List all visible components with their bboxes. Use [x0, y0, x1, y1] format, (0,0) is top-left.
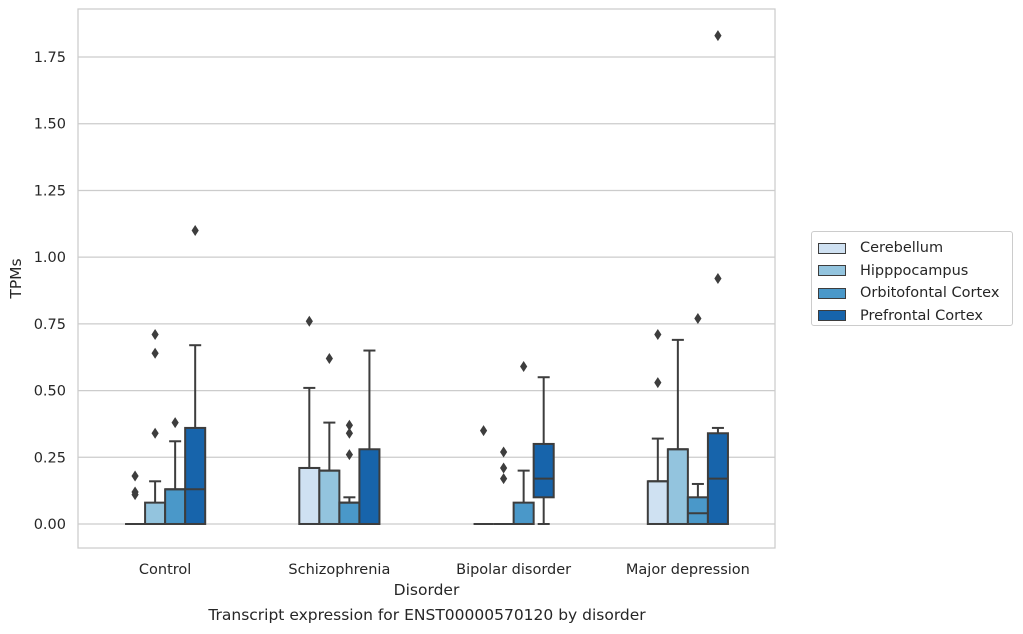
x-tick-label: Bipolar disorder [456, 562, 571, 578]
box-body [184, 426, 207, 525]
box-hipppocampus [666, 338, 689, 525]
y-tick-label: 0.75 [34, 317, 66, 333]
outlier-point [345, 427, 353, 439]
outlier-point [131, 489, 139, 501]
box-body [646, 480, 669, 525]
x-tick-label: Schizophrenia [288, 562, 390, 578]
box-cerebellum [125, 470, 146, 525]
box-body [144, 501, 167, 525]
box-body [318, 469, 341, 525]
y-tick-labels: 0.00 0.25 0.50 0.75 1.00 1.25 1.50 1.75 [34, 50, 66, 533]
outlier-point [171, 417, 179, 429]
box-prefrontal-cortex [358, 349, 381, 525]
legend-swatch-orbitofrontal [818, 287, 846, 299]
outlier-point [151, 329, 159, 341]
legend-label: Cerebellum [860, 240, 944, 257]
y-tick-label: 0.00 [34, 517, 66, 533]
figure-caption: Transcript expression for ENST0000057012… [208, 606, 646, 624]
box-body [358, 448, 381, 525]
outlier-point [654, 329, 662, 341]
box-body [512, 501, 535, 525]
x-tick-label: Major depression [626, 562, 750, 578]
outlier-point [325, 353, 333, 365]
x-tick-label: Control [139, 562, 191, 578]
box-body [164, 488, 187, 525]
x-tick-labels: Control Schizophrenia Bipolar disorder Majo… [139, 562, 750, 578]
outlier-point [345, 419, 353, 431]
legend: Cerebellum Hipppocampus Orbitofontal Cor… [811, 231, 1013, 326]
box-prefrontal-cortex [532, 376, 555, 525]
box-orbitofontal-cortex [338, 419, 361, 525]
outlier-point [520, 361, 528, 373]
y-tick-label: 1.25 [34, 183, 66, 199]
box-body [532, 442, 555, 499]
outlier-point [345, 449, 353, 461]
outlier-point [151, 427, 159, 439]
y-tick-label: 1.50 [34, 117, 66, 133]
outlier-point [500, 473, 508, 485]
outlier-point [694, 313, 702, 325]
outlier-point [131, 470, 139, 482]
box-cerebellum [298, 315, 321, 525]
x-axis-label: Disorder [394, 581, 460, 599]
outlier-point [191, 224, 199, 236]
legend-item: Cerebellum [818, 237, 1006, 260]
outlier-point [500, 446, 508, 458]
outlier-point [151, 347, 159, 359]
legend-item: Prefrontal Cortex [818, 305, 1006, 328]
legend-label: Orbitofontal Cortex [860, 285, 1000, 302]
box-cerebellum [646, 329, 669, 525]
y-tick-label: 1.75 [34, 50, 66, 66]
y-axis-label: TPMs [7, 258, 25, 299]
plot-frame [77, 8, 776, 549]
box-prefrontal-cortex [706, 30, 729, 525]
outlier-point [500, 462, 508, 474]
legend-label: Hipppocampus [860, 262, 969, 279]
box-cerebellum [473, 425, 494, 525]
legend-item: Orbitofontal Cortex [818, 282, 1006, 305]
box-prefrontal-cortex [184, 224, 207, 525]
box-orbitofontal-cortex [164, 417, 187, 525]
legend-swatch-hippocampus [818, 265, 846, 277]
legend-item: Hipppocampus [818, 260, 1006, 283]
legend-swatch-cerebellum [818, 242, 846, 254]
box-plots [125, 30, 729, 525]
box-orbitofontal-cortex [686, 313, 709, 525]
box-body [666, 448, 689, 525]
y-tick-label: 0.50 [34, 384, 66, 400]
outlier-point [714, 273, 722, 284]
outlier-point [714, 30, 722, 42]
box-orbitofontal-cortex [512, 361, 535, 525]
box-hipppocampus [493, 446, 514, 525]
box-body [338, 501, 361, 525]
box-hipppocampus [318, 353, 341, 525]
y-tick-label: 0.25 [34, 450, 66, 466]
box-body [298, 466, 321, 525]
legend-swatch-prefrontal [818, 310, 846, 322]
box-hipppocampus [144, 329, 167, 525]
legend-label: Prefrontal Cortex [860, 307, 983, 324]
outlier-point [654, 377, 662, 389]
outlier-point [305, 315, 313, 327]
outlier-point [479, 425, 488, 437]
box-body [686, 496, 709, 525]
y-tick-label: 1.00 [34, 250, 66, 266]
